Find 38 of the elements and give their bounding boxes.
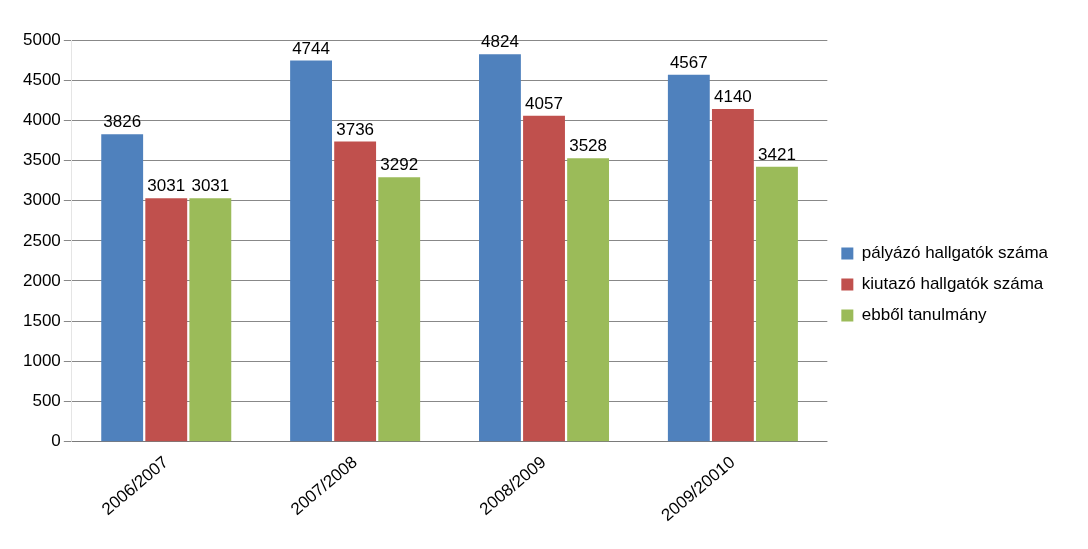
y-tick-label: 1500 bbox=[22, 310, 61, 330]
bar bbox=[756, 166, 798, 442]
y-tick-label: 3500 bbox=[22, 150, 61, 170]
y-tick-label: 500 bbox=[32, 391, 61, 411]
y-tick-label: 4000 bbox=[22, 110, 61, 130]
data-label: 4567 bbox=[669, 52, 708, 72]
data-label: 3528 bbox=[569, 136, 607, 156]
data-label: 4140 bbox=[713, 87, 752, 107]
bar bbox=[378, 177, 421, 442]
bar bbox=[711, 109, 754, 442]
bar bbox=[567, 158, 610, 442]
legend-label: pályázó hallgatók száma bbox=[861, 243, 1049, 263]
y-tick-label: 3000 bbox=[22, 190, 61, 210]
data-label: 4744 bbox=[292, 38, 330, 58]
bar bbox=[290, 60, 332, 442]
y-tick-label: 4500 bbox=[22, 69, 61, 89]
data-label: 4057 bbox=[525, 93, 563, 113]
legend-label: kiutazó hallgatók száma bbox=[861, 274, 1044, 294]
bar bbox=[667, 74, 710, 442]
bar bbox=[334, 141, 377, 442]
data-label: 3292 bbox=[380, 155, 419, 175]
bar bbox=[523, 115, 565, 442]
y-tick-label: 5000 bbox=[22, 29, 61, 49]
data-label: 3736 bbox=[336, 119, 375, 139]
data-label: 4824 bbox=[481, 32, 519, 52]
data-label: 3826 bbox=[103, 112, 142, 132]
y-tick-label: 0 bbox=[51, 431, 61, 451]
y-tick-label: 1000 bbox=[22, 351, 61, 370]
bar bbox=[101, 134, 144, 442]
bar bbox=[145, 198, 188, 442]
y-tick-label: 2000 bbox=[22, 270, 61, 290]
bar bbox=[189, 198, 232, 442]
data-label: 3031 bbox=[191, 176, 230, 196]
data-label: 3031 bbox=[147, 176, 186, 196]
y-tick-label: 2500 bbox=[22, 230, 61, 250]
bar bbox=[479, 54, 521, 442]
legend-label: ebből tanulmány bbox=[861, 305, 988, 325]
data-label: 3421 bbox=[758, 145, 796, 165]
